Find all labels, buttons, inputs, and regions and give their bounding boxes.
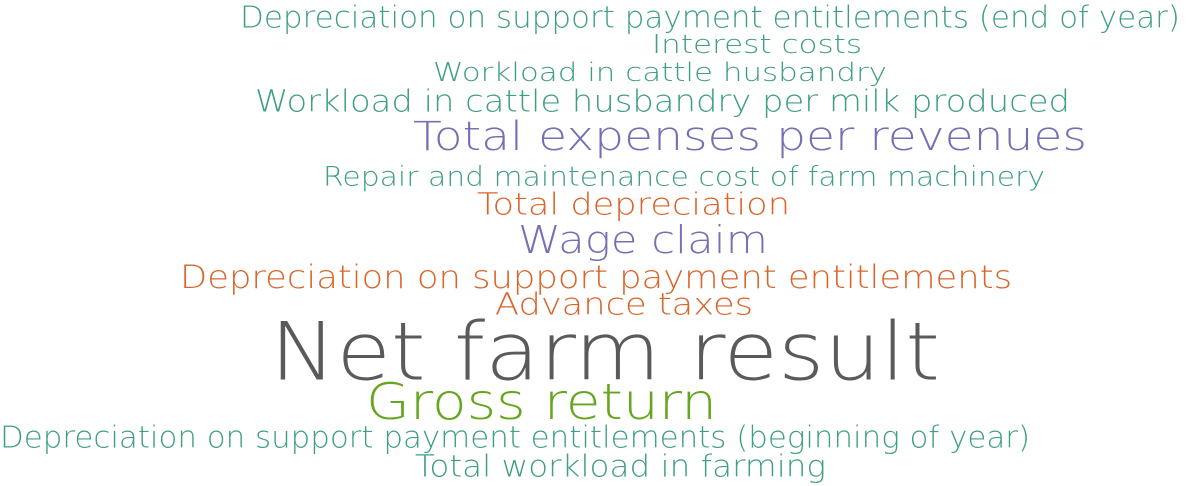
word: Net farm result <box>270 306 940 399</box>
word: Depreciation on support payment entitlem… <box>240 1 1180 36</box>
word: Total workload in farming <box>415 450 826 485</box>
word: Repair and maintenance cost of farm mach… <box>323 162 1045 193</box>
word: Workload in cattle husbandry per milk pr… <box>255 85 1070 120</box>
word: Advance taxes <box>495 288 753 323</box>
word: Wage claim <box>518 218 768 262</box>
word: Total depreciation <box>477 188 790 223</box>
word: Gross return <box>366 373 717 431</box>
word: Interest costs <box>652 30 862 60</box>
word: Depreciation on support payment entitlem… <box>180 258 1012 296</box>
word: Workload in cattle husbandry <box>433 58 887 88</box>
word: Depreciation on support payment entitlem… <box>0 421 1030 456</box>
word: Total expenses per revenues <box>413 114 1087 160</box>
